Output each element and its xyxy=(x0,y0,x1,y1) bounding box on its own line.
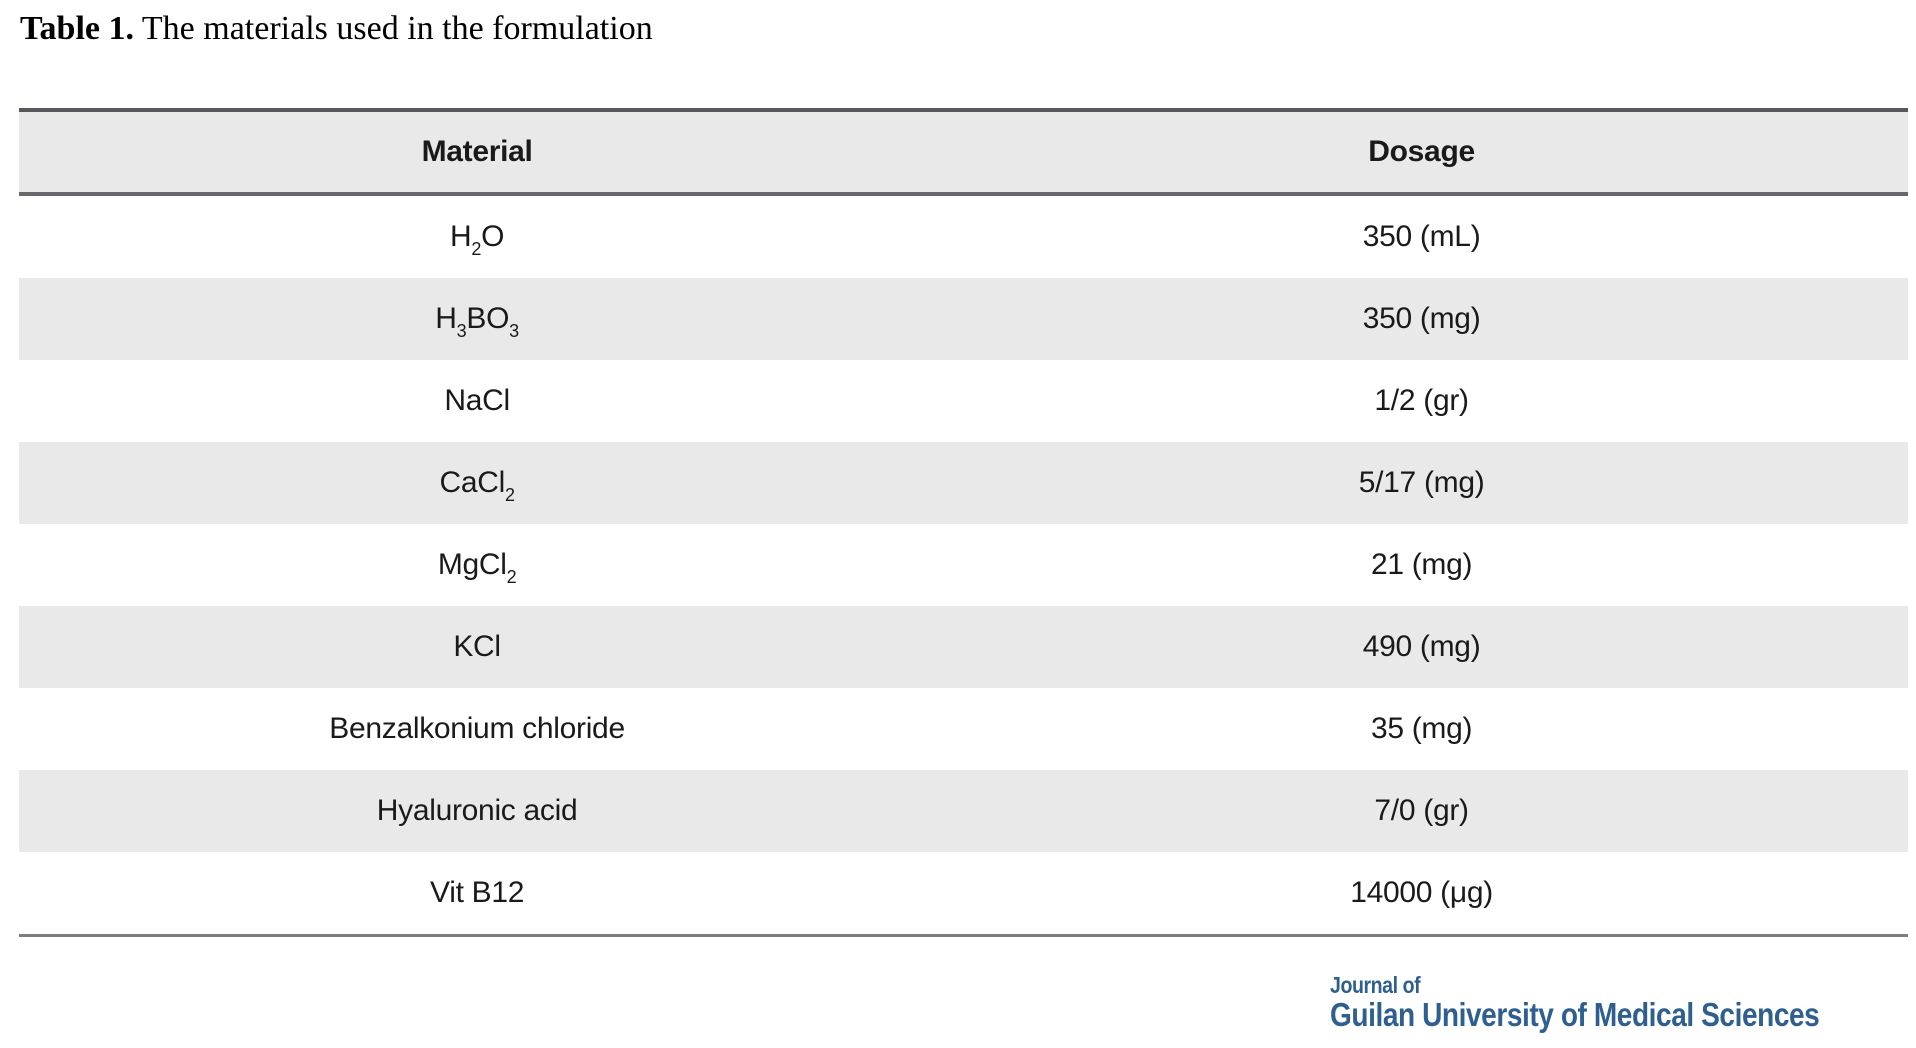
table-row: Benzalkonium chloride 35 (mg) xyxy=(19,688,1908,770)
table-row: KCl 490 (mg) xyxy=(19,606,1908,688)
dosage-cell: 490 (mg) xyxy=(1362,630,1481,663)
dosage-cell: 14000 (μg) xyxy=(1350,876,1493,909)
table-row: H3BO3 350 (mg) xyxy=(19,278,1908,360)
material-cell: Benzalkonium chloride xyxy=(329,712,625,745)
table-header-row: Material Dosage xyxy=(19,108,1908,196)
material-cell: KCl xyxy=(453,630,501,663)
journal-logo: Journal of Guilan University of Medical … xyxy=(1330,972,1820,1033)
material-cell: CaCl2 xyxy=(439,466,515,505)
column-header-material: Material xyxy=(421,135,533,168)
dosage-cell: 21 (mg) xyxy=(1370,548,1473,581)
material-cell: H3BO3 xyxy=(435,302,519,341)
column-header-dosage: Dosage xyxy=(1368,135,1475,168)
material-cell: Hyaluronic acid xyxy=(376,794,578,827)
table-row: Vit B12 14000 (μg) xyxy=(19,852,1908,934)
table-caption: Table 1. The materials used in the formu… xyxy=(20,8,653,50)
dosage-cell: 35 (mg) xyxy=(1370,712,1473,745)
dosage-cell: 350 (mL) xyxy=(1362,220,1481,253)
journal-logo-line2: Guilan University of Medical Sciences xyxy=(1330,996,1820,1033)
table-row: Hyaluronic acid 7/0 (gr) xyxy=(19,770,1908,852)
table-row: CaCl2 5/17 (mg) xyxy=(19,442,1908,524)
table-caption-label: Table 1. xyxy=(20,10,135,47)
material-cell: NaCl xyxy=(444,384,510,417)
table-row: H2O 350 (mL) xyxy=(19,196,1908,278)
table-row: MgCl2 21 (mg) xyxy=(19,524,1908,606)
material-cell: Vit B12 xyxy=(430,876,525,909)
dosage-cell: 5/17 (mg) xyxy=(1358,466,1485,499)
dosage-cell: 1/2 (gr) xyxy=(1374,384,1469,417)
table-row: NaCl 1/2 (gr) xyxy=(19,360,1908,442)
dosage-cell: 7/0 (gr) xyxy=(1374,794,1469,827)
material-cell: H2O xyxy=(450,220,505,259)
material-cell: MgCl2 xyxy=(437,548,517,587)
table-body: H2O 350 (mL) H3BO3 350 (mg) NaCl 1/2 (gr… xyxy=(19,196,1908,937)
materials-table: Material Dosage H2O 350 (mL) H3BO3 350 (… xyxy=(19,108,1908,937)
journal-logo-line1: Journal of xyxy=(1330,972,1421,998)
dosage-cell: 350 (mg) xyxy=(1362,302,1481,335)
table-caption-text: The materials used in the formulation xyxy=(134,10,653,47)
